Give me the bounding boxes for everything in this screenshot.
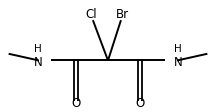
Text: N: N [33,56,42,69]
Text: O: O [71,97,80,110]
Text: H: H [34,44,42,54]
Text: H: H [174,44,182,54]
Text: Br: Br [116,8,129,21]
Text: O: O [136,97,145,110]
Text: N: N [174,56,183,69]
Text: Cl: Cl [85,8,97,21]
